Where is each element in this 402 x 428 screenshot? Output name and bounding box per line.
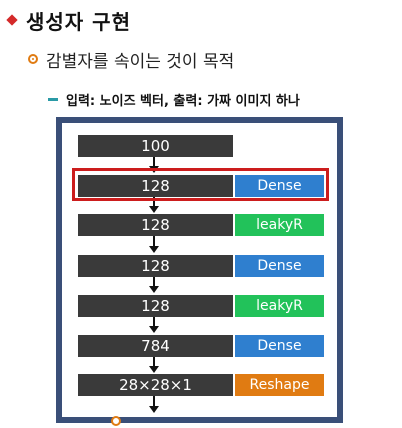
io-row: 입력: 노이즈 벡터, 출력: 가짜 이미지 하나 bbox=[48, 88, 300, 110]
slide-subtitle: 감별자를 속이는 것이 목적 bbox=[46, 51, 235, 72]
layer-op-label: Dense bbox=[235, 255, 324, 277]
arrow-connector bbox=[153, 317, 155, 327]
layer-dense-3: 784 Dense bbox=[78, 335, 324, 357]
arrow-down-icon bbox=[149, 206, 159, 213]
layer-dense-2: 128 Dense bbox=[78, 255, 324, 277]
title-row: 생성자 구현 bbox=[6, 4, 131, 36]
layer-leaky-2: 128 leakyR bbox=[78, 295, 324, 317]
layer-size: 128 bbox=[78, 295, 233, 317]
layer-leaky-1: 128 leakyR bbox=[78, 214, 324, 236]
dash-bullet-icon bbox=[48, 97, 58, 101]
layer-size: 784 bbox=[78, 335, 233, 357]
arrow-down-icon bbox=[149, 286, 159, 293]
circle-bullet-icon bbox=[111, 416, 121, 426]
layer-size: 128 bbox=[78, 255, 233, 277]
slide-title: 생성자 구현 bbox=[26, 9, 131, 34]
circle-bullet-icon bbox=[28, 54, 38, 64]
layer-op-label: Dense bbox=[235, 175, 324, 197]
subtitle-row: 감별자를 속이는 것이 목적 bbox=[28, 46, 234, 72]
arrow-down-icon bbox=[149, 326, 159, 333]
layer-op-label: leakyR bbox=[235, 295, 324, 317]
io-description: 입력: 노이즈 벡터, 출력: 가짜 이미지 하나 bbox=[66, 93, 300, 109]
arrow-down-icon bbox=[149, 366, 159, 373]
arrow-connector bbox=[153, 197, 155, 207]
layer-size: 128 bbox=[78, 175, 233, 197]
arrow-down-icon bbox=[149, 246, 159, 253]
layer-size: 28×28×1 bbox=[78, 374, 233, 396]
arrow-connector bbox=[153, 277, 155, 287]
arrow-connector bbox=[153, 396, 155, 407]
layer-size: 128 bbox=[78, 214, 233, 236]
arrow-connector bbox=[153, 157, 155, 167]
arrow-down-icon bbox=[149, 406, 159, 413]
layer-input: 100 bbox=[78, 135, 233, 157]
layer-dense-1: 128 Dense bbox=[78, 175, 324, 197]
layer-size: 100 bbox=[78, 135, 233, 157]
arrow-connector bbox=[153, 357, 155, 367]
layer-op-label: Dense bbox=[235, 335, 324, 357]
diamond-bullet-icon bbox=[6, 14, 18, 26]
arrow-connector bbox=[153, 236, 155, 247]
layer-op-label: leakyR bbox=[235, 214, 324, 236]
layer-reshape: 28×28×1 Reshape bbox=[78, 374, 324, 396]
highlight-box bbox=[72, 168, 329, 201]
layer-op-label: Reshape bbox=[235, 374, 324, 396]
